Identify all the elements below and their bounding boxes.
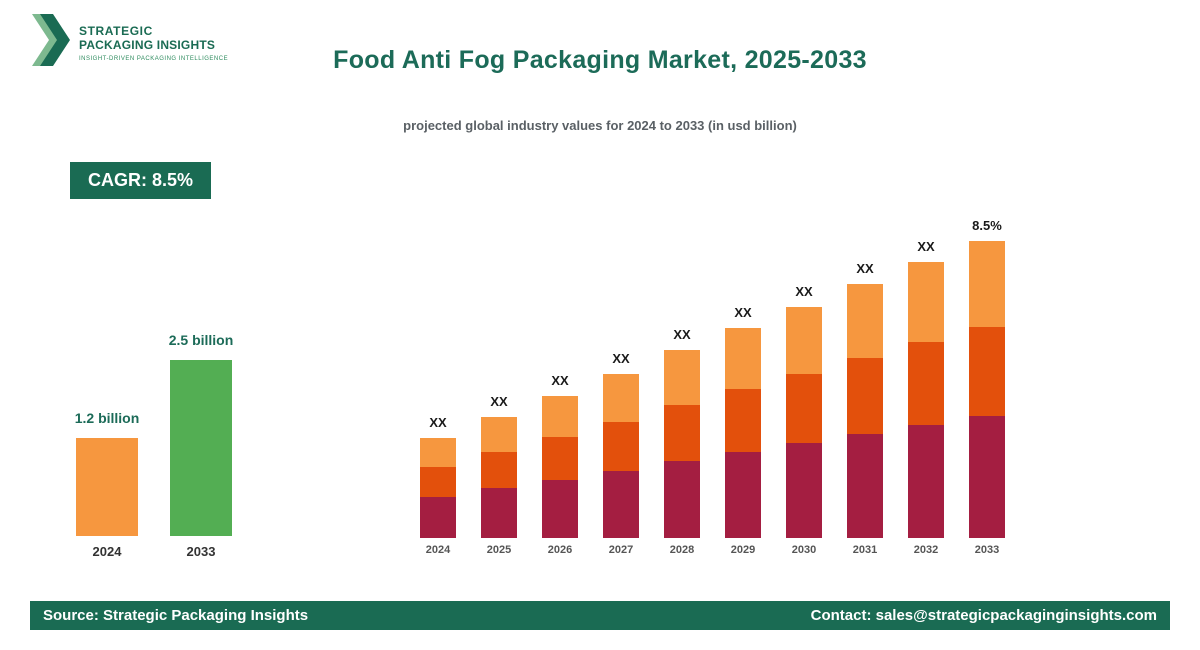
projection-bar-column: XX 2024 bbox=[420, 415, 456, 559]
bar-segment-middle bbox=[603, 422, 639, 471]
stacked-bar bbox=[420, 438, 456, 538]
stacked-bar bbox=[786, 307, 822, 538]
bar-top-label: XX bbox=[917, 239, 935, 254]
projection-chart: XX 2024 XX 2025 XX 2026 XX 2027 XX 2028 XX 2029 XX 20… bbox=[420, 199, 1005, 559]
bar-segment-middle bbox=[908, 342, 944, 425]
bar-top-label: XX bbox=[429, 415, 447, 430]
bar-segment-top bbox=[481, 417, 517, 452]
projection-year-label: 2033 bbox=[974, 544, 1000, 556]
bar-top-label: XX bbox=[795, 284, 813, 299]
summary-chart: 1.2 billion 2024 2.5 billion 2033 bbox=[74, 199, 234, 559]
projection-year-label: 2026 bbox=[547, 544, 573, 556]
summary-bar bbox=[76, 438, 138, 536]
brand-name-line2: PACKAGING INSIGHTS bbox=[79, 37, 216, 52]
stacked-bar bbox=[908, 262, 944, 538]
bar-segment-top bbox=[420, 438, 456, 467]
bar-segment-top bbox=[908, 262, 944, 342]
projection-year-label: 2025 bbox=[486, 544, 512, 556]
bar-segment-middle bbox=[664, 405, 700, 461]
bar-segment-middle bbox=[542, 437, 578, 480]
bar-segment-bottom bbox=[420, 497, 456, 538]
summary-value-label: 2.5 billion bbox=[168, 332, 234, 348]
projection-bar-column: XX 2028 bbox=[664, 327, 700, 559]
projection-bar-column: XX 2025 bbox=[481, 394, 517, 559]
bar-segment-top bbox=[664, 350, 700, 405]
projection-bar-column: XX 2030 bbox=[786, 284, 822, 559]
bar-segment-bottom bbox=[969, 416, 1005, 538]
bar-top-label: XX bbox=[673, 327, 691, 342]
brand-tagline: INSIGHT-DRIVEN PACKAGING INTELLIGENCE bbox=[79, 55, 229, 62]
bar-segment-bottom bbox=[542, 480, 578, 538]
stacked-bar bbox=[542, 396, 578, 538]
projection-year-label: 2032 bbox=[913, 544, 939, 556]
summary-year-label: 2033 bbox=[186, 544, 216, 559]
summary-year-label: 2024 bbox=[92, 544, 122, 559]
projection-bar-column: 8.5% 2033 bbox=[969, 218, 1005, 559]
projection-bar-column: XX 2031 bbox=[847, 261, 883, 559]
projection-bar-column: XX 2029 bbox=[725, 305, 761, 559]
projection-year-label: 2031 bbox=[852, 544, 878, 556]
stacked-bar bbox=[603, 374, 639, 538]
bar-segment-bottom bbox=[481, 488, 517, 538]
bar-segment-bottom bbox=[786, 443, 822, 538]
bar-top-label: XX bbox=[612, 351, 630, 366]
brand-logo: STRATEGIC PACKAGING INSIGHTS INSIGHT-DRI… bbox=[32, 14, 228, 71]
summary-bar-column: 2.5 billion 2033 bbox=[168, 332, 234, 559]
projection-year-label: 2030 bbox=[791, 544, 817, 556]
summary-value-label: 1.2 billion bbox=[74, 410, 140, 426]
bar-top-label: XX bbox=[551, 373, 569, 388]
chevron-logo-icon bbox=[32, 14, 70, 71]
brand-name: STRATEGIC PACKAGING INSIGHTS INSIGHT-DRI… bbox=[79, 24, 228, 62]
summary-bar bbox=[170, 360, 232, 536]
projection-bar-column: XX 2026 bbox=[542, 373, 578, 559]
bar-top-label: XX bbox=[734, 305, 752, 320]
page-subtitle: projected global industry values for 202… bbox=[403, 118, 797, 133]
stacked-bar bbox=[725, 328, 761, 538]
bar-segment-bottom bbox=[664, 461, 700, 538]
bar-segment-bottom bbox=[908, 425, 944, 538]
bar-segment-top bbox=[786, 307, 822, 374]
brand-name-line1: STRATEGIC bbox=[79, 23, 153, 38]
summary-bar-column: 1.2 billion 2024 bbox=[74, 410, 140, 559]
bar-segment-middle bbox=[969, 327, 1005, 416]
projection-year-label: 2029 bbox=[730, 544, 756, 556]
projection-bar-column: XX 2032 bbox=[908, 239, 944, 559]
footer-bar: Source: Strategic Packaging Insights Con… bbox=[30, 601, 1170, 630]
bar-segment-top bbox=[847, 284, 883, 358]
bar-segment-top bbox=[969, 241, 1005, 327]
stacked-bar bbox=[847, 284, 883, 538]
projection-year-label: 2027 bbox=[608, 544, 634, 556]
bar-segment-middle bbox=[786, 374, 822, 443]
bar-segment-middle bbox=[847, 358, 883, 434]
footer-contact: Contact: sales@strategicpackaginginsight… bbox=[810, 607, 1157, 624]
stacked-bar bbox=[481, 417, 517, 538]
bar-top-label: XX bbox=[856, 261, 874, 276]
bar-segment-bottom bbox=[725, 452, 761, 538]
footer-source: Source: Strategic Packaging Insights bbox=[43, 607, 309, 624]
bar-segment-middle bbox=[725, 389, 761, 452]
bar-segment-top bbox=[542, 396, 578, 437]
bar-top-label: 8.5% bbox=[972, 218, 1002, 233]
cagr-badge: CAGR: 8.5% bbox=[70, 162, 212, 199]
bar-segment-middle bbox=[420, 467, 456, 497]
page-title: Food Anti Fog Packaging Market, 2025-203… bbox=[333, 46, 867, 74]
projection-year-label: 2024 bbox=[425, 544, 451, 556]
bar-top-label: XX bbox=[490, 394, 508, 409]
bar-segment-bottom bbox=[603, 471, 639, 538]
bar-segment-middle bbox=[481, 452, 517, 488]
projection-bar-column: XX 2027 bbox=[603, 351, 639, 559]
stacked-bar bbox=[664, 350, 700, 538]
bar-segment-top bbox=[603, 374, 639, 422]
bar-segment-top bbox=[725, 328, 761, 389]
projection-year-label: 2028 bbox=[669, 544, 695, 556]
bar-segment-bottom bbox=[847, 434, 883, 538]
stacked-bar bbox=[969, 241, 1005, 538]
